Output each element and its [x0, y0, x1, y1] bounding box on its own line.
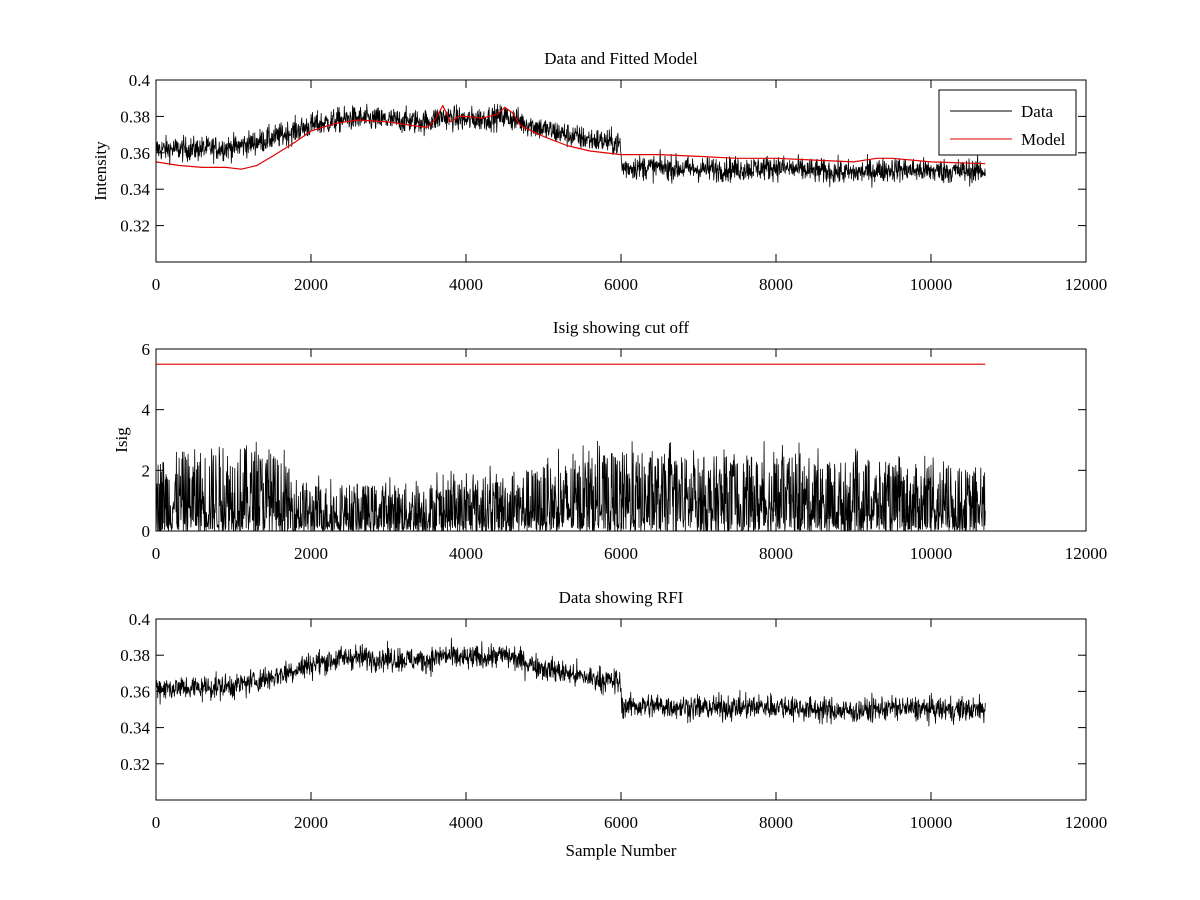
panel-data-and-fitted-model: Data and Fitted Model Intensity 0 2000 400… — [91, 49, 1107, 294]
legend-entry-model: Model — [1021, 130, 1066, 149]
axis-ticks: 0 2000 4000 6000 8000 10000 12000 0.32 0.34 0.36 0… — [120, 71, 1107, 294]
x-tick-label: 8000 — [759, 544, 793, 563]
panel-title: Data showing RFI — [559, 588, 684, 607]
x-tick-label: 4000 — [449, 813, 483, 832]
x-tick-label: 8000 — [759, 813, 793, 832]
x-tick-label: 6000 — [604, 544, 638, 563]
y-tick-label: 0.4 — [129, 71, 151, 90]
x-tick-label: 0 — [152, 544, 161, 563]
x-tick-label: 4000 — [449, 275, 483, 294]
series-line-data — [155, 103, 986, 188]
plot-area — [155, 103, 986, 188]
x-axis-label: Sample Number — [566, 841, 677, 860]
axes-frame — [155, 348, 1087, 532]
y-tick-label: 0.36 — [120, 682, 150, 701]
x-tick-label: 10000 — [910, 813, 953, 832]
plot-area — [155, 637, 986, 727]
panel-title: Data and Fitted Model — [544, 49, 698, 68]
x-tick-label: 6000 — [604, 813, 638, 832]
x-tick-label: 2000 — [294, 275, 328, 294]
x-tick-label: 12000 — [1065, 813, 1108, 832]
series-line-model — [155, 104, 986, 170]
x-tick-label: 0 — [152, 813, 161, 832]
y-tick-label: 0.34 — [120, 719, 150, 738]
x-tick-label: 10000 — [910, 275, 953, 294]
x-tick-label: 12000 — [1065, 275, 1108, 294]
plot-area — [155, 363, 986, 532]
x-tick-label: 2000 — [294, 544, 328, 563]
y-axis-label: Isig — [112, 427, 131, 453]
y-tick-label: 0 — [142, 522, 151, 541]
x-tick-label: 6000 — [604, 275, 638, 294]
panel-isig-showing-cut-off: Isig showing cut off Isig 0 2000 4000 6000 8… — [112, 318, 1107, 563]
x-tick-label: 4000 — [449, 544, 483, 563]
axis-ticks: 0 2000 4000 6000 8000 10000 12000 0.32 0.34 0.36 0… — [120, 610, 1107, 832]
x-tick-label: 0 — [152, 275, 161, 294]
y-tick-label: 0.38 — [120, 107, 150, 126]
y-axis-label: Intensity — [91, 141, 110, 201]
panel-data-showing-rfi: Data showing RFI 0 2000 4000 6000 8000 10000 1… — [120, 588, 1107, 860]
y-tick-label: 6 — [142, 340, 151, 359]
y-tick-label: 0.36 — [120, 144, 150, 163]
y-tick-label: 4 — [142, 401, 151, 420]
x-tick-label: 2000 — [294, 813, 328, 832]
x-tick-label: 8000 — [759, 275, 793, 294]
series-line-isig — [155, 637, 986, 727]
panel-title: Isig showing cut off — [553, 318, 689, 337]
legend-entry-data: Data — [1021, 102, 1054, 121]
y-tick-label: 0.4 — [129, 610, 151, 629]
y-tick-label: 0.34 — [120, 180, 150, 199]
y-tick-label: 0.38 — [120, 646, 150, 665]
legend-box — [938, 89, 1077, 156]
y-tick-label: 0.32 — [120, 755, 150, 774]
x-tick-label: 10000 — [910, 544, 953, 563]
legend: Data Model — [938, 89, 1077, 156]
series-line-isig — [155, 440, 986, 532]
y-tick-label: 2 — [142, 461, 151, 480]
x-tick-label: 12000 — [1065, 544, 1108, 563]
axes-frame — [155, 618, 1087, 801]
axes-frame — [155, 79, 1087, 263]
y-tick-label: 0.32 — [120, 217, 150, 236]
axis-ticks: 0 2000 4000 6000 8000 10000 12000 0 2 4 6 — [142, 340, 1108, 563]
